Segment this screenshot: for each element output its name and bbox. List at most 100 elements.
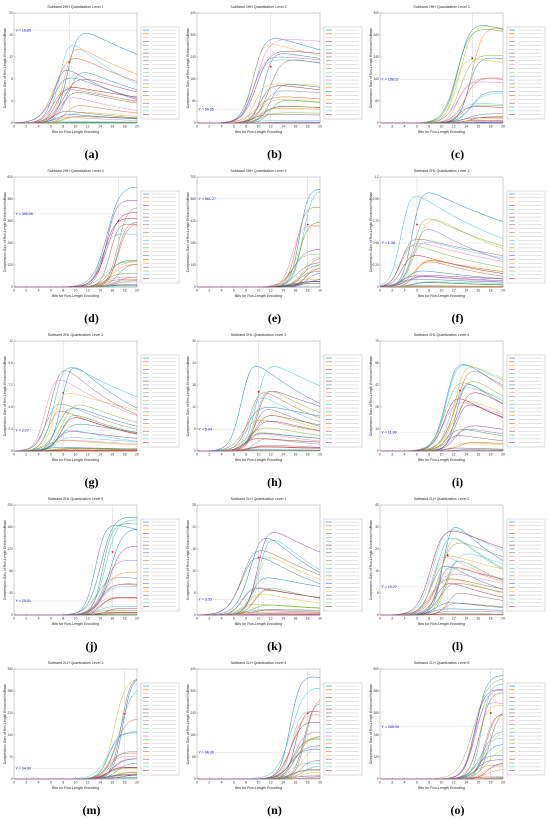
chart-svg: Subband 2HH Quantization Level 4 0 2 4 6 8 10 1… (3, 169, 180, 298)
series-line (197, 700, 321, 780)
x-tick-label: 20 (318, 125, 322, 129)
series-line (197, 687, 321, 780)
x-tick-label: 8 (62, 453, 64, 457)
series-line (14, 121, 138, 124)
x-tick-label: 14 (464, 289, 468, 293)
y-tick-label: 160 (373, 77, 379, 81)
x-tick-label: 20 (318, 617, 322, 621)
x-tick-label: 0 (379, 453, 381, 457)
series-line (14, 92, 138, 124)
annotation-label: Y = 561.27 (199, 197, 216, 201)
y-tick-label: 20 (192, 525, 196, 529)
x-tick-label: 18 (123, 453, 127, 457)
x-axis-label: Bits for Run-Length Encoding (418, 622, 465, 626)
series-line (380, 574, 504, 616)
series-line (13, 440, 138, 452)
y-tick-label: 400 (373, 11, 379, 15)
y-tick-label: 120 (373, 755, 379, 759)
x-tick-label: 8 (62, 781, 64, 785)
x-tick-label: 20 (318, 453, 322, 457)
subfigure-label: (g) (84, 475, 99, 489)
series-line (14, 560, 138, 616)
annotation-label: Y = 10.27 (382, 585, 397, 589)
x-tick-label: 10 (440, 289, 444, 293)
y-tick-label: 15 (192, 547, 196, 551)
annotation-label: Y = 34.09 (16, 766, 31, 770)
x-tick-label: 8 (428, 781, 430, 785)
x-axis-label: Bits for Run-Length Encoding (235, 294, 282, 298)
chart-title: Subband 2HH Quantization Level 3 (413, 5, 469, 9)
x-tick-label: 6 (233, 781, 235, 785)
y-tick-label: 20 (9, 11, 13, 15)
y-tick-label: 5 (194, 591, 196, 595)
x-tick-label: 14 (281, 125, 285, 129)
series-line (14, 762, 138, 780)
series-line (380, 28, 504, 124)
x-tick-label: 2 (391, 453, 393, 457)
x-tick-label: 18 (123, 781, 127, 785)
x-tick-label: 4 (221, 289, 223, 293)
y-tick-label: 0 (194, 121, 196, 125)
x-axis-label: Bits for Run-Length Encoding (52, 294, 99, 298)
x-tick-label: 12 (269, 781, 273, 785)
y-axis-label: Compression Gain of Run-Length Enhanced … (186, 684, 190, 765)
x-tick-label: 16 (477, 617, 481, 621)
series-line (380, 766, 504, 780)
y-tick-label: 0 (11, 613, 13, 617)
x-tick-label: 6 (50, 617, 52, 621)
subfigure-label: (m) (82, 803, 101, 817)
plot-frame (13, 12, 138, 124)
y-tick-label: 0 (194, 449, 196, 453)
series-line (380, 692, 504, 780)
x-tick-label: 20 (501, 617, 505, 621)
x-tick-label: 18 (123, 617, 127, 621)
x-tick-label: 2 (25, 125, 27, 129)
chart-svg: Subband 2HH Quantization Level 3 0 2 4 6 8 10 1… (369, 5, 546, 134)
annotation-label: Y = 25.51 (16, 599, 31, 603)
y-tick-label: 0.96 (373, 197, 379, 201)
x-tick-label: 12 (86, 453, 90, 457)
y-tick-label: 56 (375, 361, 379, 365)
y-tick-label: 16 (9, 33, 13, 37)
chart-title: Subband 2HH Quantization Level 2 (230, 5, 286, 9)
y-tick-label: 0 (377, 121, 379, 125)
y-tick-label: 320 (190, 689, 196, 693)
peak-marker (111, 551, 114, 553)
y-tick-label: 700 (190, 175, 196, 179)
y-tick-label: 120 (7, 547, 13, 551)
peak-marker (257, 390, 260, 393)
x-tick-label: 16 (111, 125, 115, 129)
x-tick-label: 16 (294, 617, 298, 621)
y-tick-label: 30 (192, 339, 196, 343)
x-tick-label: 0 (13, 617, 15, 621)
x-tick-label: 4 (38, 617, 40, 621)
series-line (14, 577, 138, 616)
x-tick-label: 14 (464, 617, 468, 621)
x-tick-label: 6 (233, 453, 235, 457)
legend-box (506, 354, 546, 448)
x-tick-label: 10 (74, 289, 78, 293)
series-line (380, 29, 504, 124)
y-tick-label: 80 (9, 569, 13, 573)
y-tick-label: 7.2 (8, 383, 13, 387)
series-line (380, 26, 504, 124)
chart-svg: Subband 2HL Quantization Level 5 0 2 4 6 8 10 1… (3, 497, 180, 626)
series-line (380, 567, 504, 616)
x-tick-label: 10 (440, 617, 444, 621)
series-line (379, 530, 504, 616)
x-tick-label: 8 (428, 617, 430, 621)
peak-marker (306, 712, 309, 715)
x-axis-label: Bits for Run-Length Encoding (418, 458, 465, 462)
series-line (197, 108, 321, 124)
x-tick-label: 8 (428, 289, 430, 293)
chart-panel: Subband 2LH Quantization Level 4 0 2 4 6 8 10 1… (183, 656, 366, 820)
x-tick-label: 16 (111, 781, 115, 785)
series-line (14, 519, 138, 616)
annotation-label: Y = 285.96 (382, 725, 399, 729)
series-line (380, 713, 504, 780)
y-tick-label: 0 (11, 285, 13, 289)
x-tick-label: 10 (257, 289, 261, 293)
legend-box (506, 518, 546, 612)
y-tick-label: 320 (190, 33, 196, 37)
series-line (379, 229, 504, 288)
